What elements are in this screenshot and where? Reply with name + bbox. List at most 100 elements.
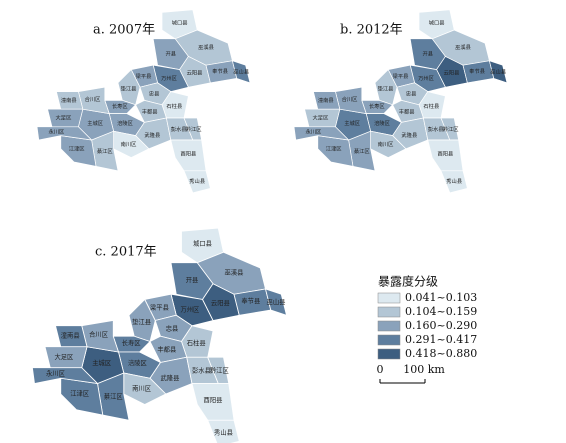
- district-label: 石柱县: [187, 338, 206, 347]
- district: [31, 367, 99, 385]
- legend-swatch: [377, 292, 401, 304]
- district-label: 武隆县: [144, 131, 160, 139]
- district-label: 云阳县: [187, 69, 203, 77]
- district-label: 潼南县: [61, 331, 80, 340]
- district: [392, 100, 424, 123]
- legend-label: 0.418~0.880: [405, 347, 477, 360]
- district-label: 合川区: [342, 95, 358, 103]
- district-label: 开县: [186, 276, 199, 284]
- district-label: 万州区: [180, 306, 199, 314]
- legend-label: 0.041~0.103: [405, 291, 477, 304]
- district-label: 酉阳县: [180, 150, 196, 158]
- district-label: 彭水县: [171, 125, 187, 133]
- district-label: 奉节县: [469, 67, 485, 75]
- district-label: 垫江县: [121, 84, 137, 92]
- district-label: 黔江区: [210, 365, 229, 374]
- district-label: 南川区: [121, 140, 137, 148]
- district-label: 合川区: [89, 330, 108, 339]
- district-label: 江津区: [70, 390, 89, 398]
- district-label: 巫山县: [233, 68, 249, 76]
- district-label: 合川区: [85, 95, 101, 103]
- legend-label: 0.104~0.159: [405, 305, 477, 318]
- district-label: 云阳县: [444, 69, 460, 77]
- district-label: 綦江区: [97, 147, 113, 155]
- district-label: 綦江区: [104, 392, 123, 401]
- district-label: 奉节县: [212, 67, 228, 75]
- district-label: 丰都县: [142, 107, 158, 115]
- legend-swatch: [377, 334, 401, 346]
- district: [374, 69, 398, 106]
- district-label: 云阳县: [211, 298, 230, 307]
- district-label: 江津区: [326, 145, 342, 152]
- district-label: 武隆县: [161, 373, 180, 382]
- district-label: 大足区: [56, 114, 72, 122]
- district-label: 江津区: [69, 145, 85, 152]
- panel-label: b. 2012年: [340, 23, 403, 38]
- district-label: 秀山县: [214, 427, 233, 436]
- district-label: 黔江区: [443, 125, 459, 133]
- district-label: 垫江县: [132, 317, 151, 326]
- legend-swatch: [377, 348, 401, 360]
- district: [135, 100, 167, 123]
- district-label: 巫山县: [490, 68, 506, 76]
- district-label: 万州区: [418, 75, 434, 82]
- district-label: 秀山县: [189, 177, 205, 185]
- district-label: 巫山县: [267, 297, 286, 306]
- district: [207, 419, 240, 443]
- district: [264, 288, 288, 316]
- district-label: 巫溪县: [455, 43, 471, 51]
- district-label: 忠县: [149, 91, 160, 98]
- district-label: 石柱县: [166, 102, 182, 110]
- district: [293, 126, 350, 141]
- district: [183, 170, 211, 194]
- district-label: 万州区: [161, 75, 177, 82]
- district: [36, 126, 93, 141]
- legend-title: 暴露度分级: [378, 274, 438, 289]
- district-label: 秀山县: [446, 177, 462, 185]
- district-label: 巫溪县: [198, 43, 214, 51]
- district-label: 涪陵区: [374, 119, 390, 127]
- district: [117, 69, 141, 106]
- district-label: 石柱县: [423, 102, 439, 110]
- district-label: 主城区: [344, 119, 360, 127]
- district-label: 主城区: [87, 119, 103, 127]
- district-label: 彭水县: [428, 125, 444, 133]
- legend-swatch: [377, 320, 401, 332]
- district-label: 黔江区: [186, 125, 202, 133]
- district-label: 大足区: [313, 114, 329, 122]
- district-label: 奉节县: [241, 296, 260, 305]
- panel-label: c. 2017年: [95, 245, 157, 260]
- district: [231, 60, 251, 84]
- district-label: 开县: [166, 50, 177, 57]
- district: [149, 335, 188, 363]
- district-label: 城口县: [193, 239, 212, 247]
- district-label: 大足区: [54, 352, 73, 361]
- panel-label: a. 2007年: [93, 23, 155, 38]
- district-label: 永川区: [48, 128, 64, 136]
- district-label: 潼南县: [61, 96, 77, 104]
- district-label: 永川区: [46, 369, 65, 378]
- district-label: 长寿区: [122, 338, 141, 347]
- district-label: 主城区: [92, 358, 111, 367]
- district-label: 长寿区: [112, 102, 128, 110]
- district-label: 长寿区: [369, 102, 385, 110]
- district-label: 梁平县: [150, 302, 169, 311]
- district-label: 开县: [423, 50, 434, 57]
- district-label: 梁平县: [136, 72, 152, 80]
- district-label: 彭水县: [192, 365, 211, 374]
- district-label: 丰都县: [399, 107, 415, 115]
- district: [440, 170, 468, 194]
- district-label: 潼南县: [318, 96, 334, 104]
- district-label: 南川区: [378, 140, 394, 148]
- district-label: 梁平县: [393, 72, 409, 80]
- district-label: 忠县: [406, 91, 417, 98]
- district-label: 忠县: [166, 324, 179, 332]
- scale-end: 100 km: [403, 363, 445, 376]
- legend-label: 0.160~0.290: [405, 319, 477, 332]
- district: [128, 298, 156, 343]
- legend-swatch: [377, 306, 401, 318]
- district-label: 涪陵区: [117, 119, 133, 127]
